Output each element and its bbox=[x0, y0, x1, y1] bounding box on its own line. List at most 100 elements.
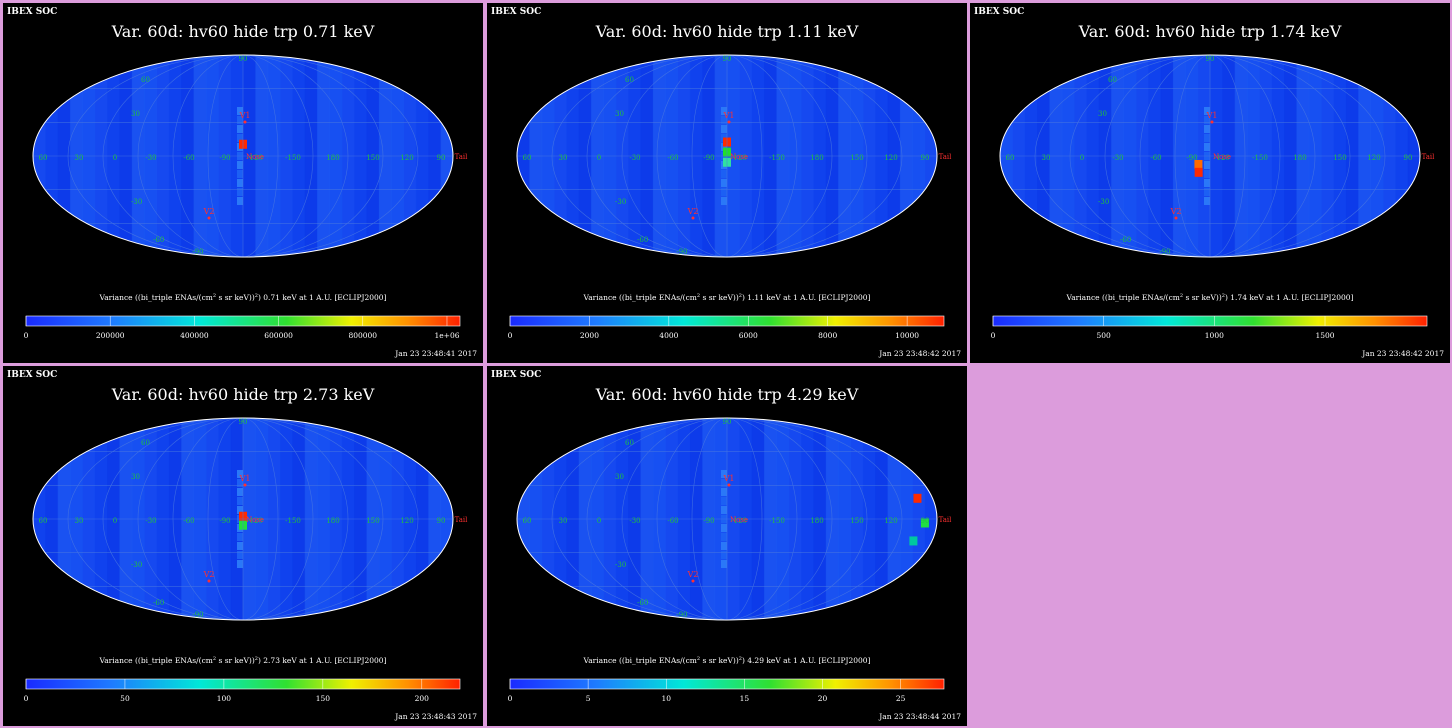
timestamp: Jan 23 23:48:42 2017 bbox=[878, 349, 961, 358]
marker-tail: Tail bbox=[939, 516, 953, 524]
pixel-cell bbox=[1204, 179, 1210, 187]
skymap-border bbox=[516, 417, 938, 621]
lon-label: 30 bbox=[1042, 154, 1051, 162]
org-label: IBEX SOC bbox=[491, 7, 541, 17]
pixel-cell bbox=[721, 533, 727, 541]
lon-label: 120 bbox=[884, 517, 897, 525]
pixel-cell bbox=[237, 179, 243, 187]
pixel-cell bbox=[721, 197, 727, 205]
marker-v2: V2 bbox=[203, 570, 215, 579]
timestamp: Jan 23 23:48:42 2017 bbox=[1361, 349, 1444, 358]
pixel-cell bbox=[721, 479, 727, 487]
colorbar-label: Variance ((bi_triple ENAs/(cm2 s sr keV)… bbox=[582, 656, 870, 665]
skymap-border bbox=[32, 417, 454, 621]
lon-label: 90 bbox=[437, 154, 446, 162]
lat-label: 60 bbox=[141, 76, 150, 84]
colorbar-tick-label: 8000 bbox=[818, 331, 837, 340]
org-label: IBEX SOC bbox=[7, 7, 57, 17]
pixel-cell bbox=[237, 107, 243, 115]
pole-label-top: 90 bbox=[723, 418, 732, 426]
colorbar-tick-label: 150 bbox=[316, 694, 331, 703]
pole-label-top: 90 bbox=[239, 418, 248, 426]
skymap-svg: IBEX SOC Var. 60d: hv60 hide trp 4.29 keV… bbox=[491, 370, 961, 721]
pixel-cell bbox=[237, 116, 243, 124]
skymap-border bbox=[32, 54, 454, 258]
skymap-panel-2.73kev: IBEX SOC Var. 60d: hv60 hide trp 2.73 keV… bbox=[3, 366, 483, 726]
lat-label: 30 bbox=[1098, 110, 1107, 118]
pixel-cell bbox=[1204, 197, 1210, 205]
chart-title: Var. 60d: hv60 hide trp 1.11 keV bbox=[595, 22, 859, 41]
lon-label: 0 bbox=[597, 154, 601, 162]
pole-label-top: 90 bbox=[239, 55, 248, 63]
marker-nose: Nose bbox=[246, 153, 264, 161]
pole-label-bottom: -90 bbox=[192, 611, 203, 619]
marker-v1-dot bbox=[243, 120, 247, 124]
pole-label-top: 90 bbox=[723, 55, 732, 63]
pixel-cell bbox=[237, 533, 243, 541]
pixel-cell bbox=[237, 134, 243, 142]
colorbar-tick-label: 100 bbox=[217, 694, 232, 703]
pole-label-top: 90 bbox=[1206, 55, 1215, 63]
lon-label: 30 bbox=[559, 517, 568, 525]
pixel-cell bbox=[1204, 170, 1210, 178]
marker-tail: Tail bbox=[1422, 153, 1436, 161]
lon-label: 150 bbox=[850, 517, 863, 525]
pixel-cell bbox=[721, 524, 727, 532]
lat-label: -30 bbox=[131, 561, 142, 569]
colorbar-tick-label: 0 bbox=[508, 331, 513, 340]
lon-label: 30 bbox=[559, 154, 568, 162]
chart-title: Var. 60d: hv60 hide trp 2.73 keV bbox=[111, 385, 375, 404]
lon-label: -150 bbox=[285, 154, 301, 162]
marker-v2-dot bbox=[207, 579, 211, 583]
marker-v2-dot bbox=[691, 216, 695, 220]
pixel-cell bbox=[721, 506, 727, 514]
lon-label: 60 bbox=[523, 517, 532, 525]
colorbar-tick-label: 0 bbox=[508, 694, 513, 703]
lon-label: 0 bbox=[1080, 154, 1084, 162]
lon-label: 0 bbox=[597, 517, 601, 525]
pixel-cell bbox=[721, 179, 727, 187]
timestamp: Jan 23 23:48:44 2017 bbox=[878, 712, 961, 721]
marker-tail: Tail bbox=[455, 153, 469, 161]
hotspot-cell bbox=[913, 493, 922, 503]
colorbar-tick-label: 20 bbox=[818, 694, 828, 703]
skymap-svg: IBEX SOC Var. 60d: hv60 hide trp 1.74 keV… bbox=[974, 7, 1444, 358]
colorbar-tick-label: 400000 bbox=[180, 331, 209, 340]
pole-label-bottom: -90 bbox=[676, 248, 687, 256]
marker-nose: Nose bbox=[1213, 153, 1231, 161]
marker-tail: Tail bbox=[455, 516, 469, 524]
skymap-panel-1.74kev: IBEX SOC Var. 60d: hv60 hide trp 1.74 keV… bbox=[970, 3, 1450, 363]
pixel-cell bbox=[237, 497, 243, 505]
lon-label: -150 bbox=[1252, 154, 1268, 162]
lon-label: 30 bbox=[75, 517, 84, 525]
lon-label: 180 bbox=[326, 517, 339, 525]
colorbar-tick-label: 200 bbox=[415, 694, 430, 703]
marker-v1: V1 bbox=[239, 111, 251, 120]
lat-label: -60 bbox=[153, 236, 164, 244]
marker-nose: Nose bbox=[730, 516, 748, 524]
lon-label: 60 bbox=[1006, 154, 1015, 162]
pixel-cell bbox=[721, 188, 727, 196]
lon-label: 120 bbox=[400, 154, 413, 162]
marker-v2-dot bbox=[207, 216, 211, 220]
pixel-cell bbox=[237, 188, 243, 196]
pixel-cell bbox=[721, 488, 727, 496]
lon-label: -120 bbox=[247, 154, 263, 162]
lat-label: 30 bbox=[131, 473, 140, 481]
marker-v2: V2 bbox=[203, 207, 215, 216]
colorbar-tick-label: 200000 bbox=[96, 331, 125, 340]
lat-label: 60 bbox=[625, 439, 634, 447]
lat-label: -60 bbox=[637, 236, 648, 244]
chart-title: Var. 60d: hv60 hide trp 0.71 keV bbox=[111, 22, 375, 41]
lon-label: -60 bbox=[183, 154, 194, 162]
pixel-cell bbox=[237, 542, 243, 550]
lon-label: -60 bbox=[1150, 154, 1161, 162]
lon-label: 120 bbox=[1367, 154, 1380, 162]
colorbar bbox=[992, 315, 1428, 327]
lon-label: -150 bbox=[769, 154, 785, 162]
org-label: IBEX SOC bbox=[7, 370, 57, 380]
lon-label: -90 bbox=[703, 517, 714, 525]
colorbar bbox=[25, 678, 461, 690]
lon-label: -30 bbox=[145, 517, 156, 525]
pole-label-bottom: -90 bbox=[1159, 248, 1170, 256]
